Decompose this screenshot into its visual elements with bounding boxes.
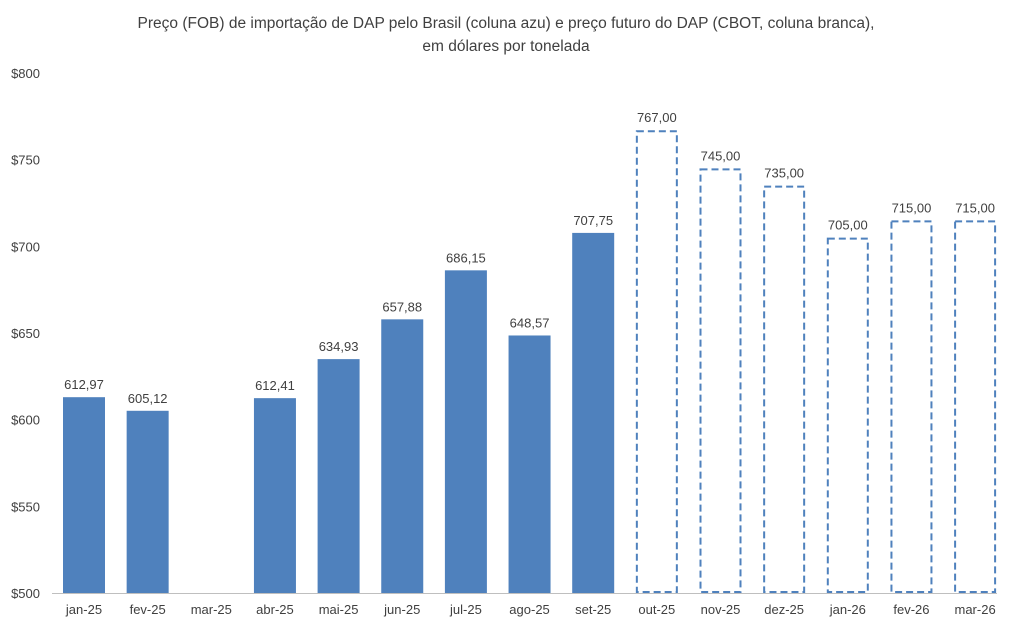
x-tick-label: fev-26 <box>893 602 929 617</box>
x-tick-label: nov-25 <box>701 602 741 617</box>
bar-dashed <box>763 185 806 594</box>
y-tick-label: $650 <box>11 326 40 341</box>
bar <box>126 410 169 593</box>
data-label: 735,00 <box>764 166 804 181</box>
chart-title-line-1: Preço (FOB) de importação de DAP pelo Br… <box>138 15 875 32</box>
x-tick-label: out-25 <box>638 602 675 617</box>
chart-title-line-2: em dólares por tonelada <box>422 38 590 55</box>
x-tick-label: jan-25 <box>65 602 102 617</box>
y-tick-label: $750 <box>11 153 40 168</box>
x-tick-label: jul-25 <box>449 602 482 617</box>
x-tick-label: abr-25 <box>256 602 294 617</box>
data-label: 657,88 <box>382 299 422 314</box>
data-label: 648,57 <box>510 315 550 330</box>
y-tick-label: $800 <box>11 66 40 81</box>
bar-dashed <box>890 220 933 593</box>
y-tick-label: $550 <box>11 499 40 514</box>
bar <box>253 398 296 593</box>
data-label: 715,00 <box>955 200 995 215</box>
y-tick-label: $600 <box>11 413 40 428</box>
data-label: 705,00 <box>828 218 868 233</box>
data-label: 612,41 <box>255 378 295 393</box>
bar <box>381 319 424 593</box>
bar-dashed <box>826 237 869 594</box>
x-tick-label: mar-26 <box>955 602 996 617</box>
x-tick-label: dez-25 <box>764 602 804 617</box>
data-label: 745,00 <box>701 148 741 163</box>
bar <box>317 359 360 593</box>
x-tick-label: fev-25 <box>130 602 166 617</box>
bar <box>63 397 105 593</box>
data-label: 634,93 <box>319 339 359 354</box>
x-tick-label: mai-25 <box>319 602 359 617</box>
data-label: 767,00 <box>637 110 677 125</box>
x-tick-label: jun-25 <box>383 602 420 617</box>
x-tick-label: set-25 <box>575 602 611 617</box>
x-tick-label: ago-25 <box>509 602 549 617</box>
x-tick-label: jan-26 <box>829 602 866 617</box>
data-label: 605,12 <box>128 391 168 406</box>
bar <box>508 335 551 593</box>
x-tick-label: mar-25 <box>191 602 232 617</box>
bar-dashed <box>699 168 742 593</box>
bar <box>444 270 487 593</box>
y-tick-label: $500 <box>11 586 40 601</box>
data-label: 715,00 <box>892 200 932 215</box>
bar-dashed <box>635 130 678 593</box>
data-label: 707,75 <box>573 213 613 228</box>
data-label: 686,15 <box>446 250 486 265</box>
y-tick-label: $700 <box>11 239 40 254</box>
data-label: 612,97 <box>64 377 104 392</box>
bar-dashed <box>954 220 997 593</box>
bar <box>572 232 615 593</box>
